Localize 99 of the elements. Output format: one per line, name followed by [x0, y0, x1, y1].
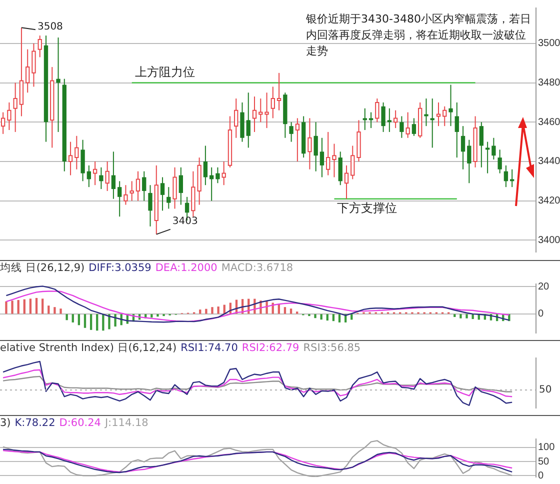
bar	[454, 314, 456, 317]
bar	[156, 314, 159, 317]
y-tick-label: 3480	[538, 78, 560, 89]
text: D:60.24	[59, 417, 101, 429]
candlestick	[289, 122, 294, 142]
candlestick	[111, 151, 116, 200]
bar	[108, 314, 110, 330]
annotation: 3403	[172, 216, 198, 227]
candlestick	[504, 164, 508, 188]
candlestick	[86, 164, 92, 188]
bar	[314, 314, 316, 318]
chart-title: 3)	[0, 417, 11, 429]
candlestick	[454, 102, 459, 158]
y-tick-label: 3420	[538, 196, 560, 207]
text: RSI3:56.85	[303, 342, 361, 354]
candlestick	[460, 126, 466, 170]
candlestick	[338, 151, 342, 186]
bar	[96, 314, 98, 331]
candlestick	[448, 84, 453, 127]
bar	[60, 308, 62, 314]
bar	[199, 310, 202, 314]
y-tick-label: 50	[538, 456, 550, 468]
bar	[102, 314, 104, 331]
bar	[217, 306, 220, 314]
y-tick-label: 3460	[538, 116, 560, 128]
candlestick	[216, 166, 220, 184]
chart-title: 均线 日(26,12,9)	[0, 262, 85, 274]
bar	[466, 314, 468, 318]
bar	[48, 306, 50, 314]
candlestick	[118, 180, 122, 218]
bar	[72, 314, 74, 322]
bar	[205, 308, 208, 314]
bar	[66, 314, 68, 320]
candlestick	[178, 166, 183, 206]
series-label: 上方阻力位	[134, 64, 195, 79]
candlestick	[412, 118, 416, 136]
bar	[326, 314, 328, 321]
bar	[35, 298, 38, 314]
bar	[332, 314, 335, 322]
bar	[284, 307, 286, 314]
candlestick	[362, 108, 367, 130]
bar	[84, 314, 86, 328]
candlestick	[166, 186, 171, 210]
annotation: 3508	[37, 21, 63, 32]
bar	[472, 314, 474, 320]
bar	[42, 298, 44, 314]
candlestick	[148, 184, 152, 227]
y-tick-label: 0	[538, 308, 544, 320]
y-tick-label: 20	[538, 281, 550, 292]
bar	[11, 300, 14, 314]
bar	[23, 299, 26, 314]
y-tick-label: 3440	[538, 156, 560, 168]
candlestick	[142, 170, 146, 202]
candlestick	[203, 145, 208, 186]
candlestick	[160, 176, 165, 212]
candlestick	[368, 112, 374, 129]
series-label: RSI1:74.70	[180, 342, 238, 354]
candlestick	[510, 168, 514, 188]
candlestick	[400, 116, 404, 138]
y-tick-label: 3500	[538, 38, 560, 50]
candlestick	[56, 37, 60, 132]
candlestick	[498, 149, 502, 174]
text: K:78.22	[14, 417, 56, 429]
candlestick	[479, 122, 484, 168]
candlestick	[381, 102, 386, 132]
text: DIFF:3.0359	[88, 262, 152, 274]
bar	[290, 308, 292, 314]
text: J:114.18	[104, 417, 148, 429]
candlestick	[485, 141, 490, 174]
bar	[90, 314, 92, 330]
bar	[114, 314, 116, 327]
bar	[460, 314, 462, 318]
y-tick-label: 0	[538, 470, 544, 482]
y-tick-label: 3400	[538, 234, 560, 246]
bar	[320, 314, 322, 320]
bar	[5, 301, 8, 314]
text: RSI2:62.79	[242, 342, 300, 354]
text: MACD:3.6718	[221, 262, 294, 274]
candlestick	[99, 166, 104, 190]
candlestick	[492, 137, 496, 160]
candlestick	[320, 137, 324, 178]
chart-title: elative Strenth Index) 日(6,12,24)	[0, 342, 177, 354]
annotation: 银价近期于3430-3480小区内窄幅震荡，若日内回落再度反弹走弱，将在近期收取一波破位走势	[305, 12, 531, 58]
y-tick-label: 100	[538, 442, 556, 454]
series-label: 下方支撑位	[337, 200, 398, 215]
candlestick	[80, 139, 85, 182]
candlestick	[246, 92, 250, 148]
bar	[150, 314, 153, 318]
bar	[54, 307, 56, 314]
bar	[17, 300, 20, 314]
bar	[211, 307, 214, 314]
candlestick	[387, 108, 392, 132]
bar	[78, 314, 80, 326]
candlestick	[467, 139, 472, 184]
candlestick	[314, 122, 318, 172]
bar	[338, 314, 341, 322]
bar	[29, 298, 32, 314]
candlestick	[430, 98, 434, 148]
text: DEA:1.2000	[155, 262, 218, 274]
